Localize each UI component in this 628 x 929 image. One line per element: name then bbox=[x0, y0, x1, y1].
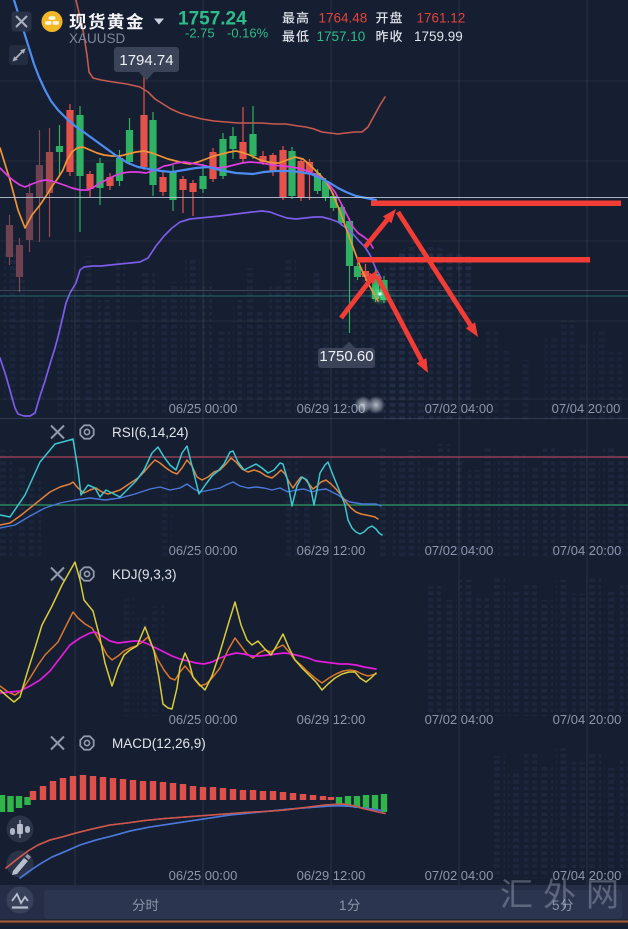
svg-text:1750.60: 1750.60 bbox=[319, 348, 373, 365]
svg-text:XAUUSD: XAUUSD bbox=[69, 31, 126, 46]
svg-text:07/04 20:00: 07/04 20:00 bbox=[553, 712, 622, 727]
svg-text:07/04 20:00: 07/04 20:00 bbox=[553, 868, 622, 883]
svg-text:06/29 12:00: 06/29 12:00 bbox=[297, 543, 366, 558]
svg-text:KDJ(9,3,3): KDJ(9,3,3) bbox=[112, 567, 177, 582]
svg-text:1: 1 bbox=[339, 898, 347, 913]
svg-text:1761.12: 1761.12 bbox=[417, 11, 466, 26]
svg-text:07/02 04:00: 07/02 04:00 bbox=[425, 712, 494, 727]
svg-text:06/25 00:00: 06/25 00:00 bbox=[169, 712, 238, 727]
svg-text:RSI(6,14,24): RSI(6,14,24) bbox=[112, 425, 189, 440]
svg-text:MACD(12,26,9): MACD(12,26,9) bbox=[112, 736, 206, 751]
svg-text:-2.75: -2.75 bbox=[185, 26, 215, 41]
svg-text:06/29 12:00: 06/29 12:00 bbox=[297, 868, 366, 883]
svg-text:06/25 00:00: 06/25 00:00 bbox=[169, 868, 238, 883]
svg-text:1794.74: 1794.74 bbox=[119, 52, 173, 69]
svg-text:07/04 20:00: 07/04 20:00 bbox=[553, 543, 622, 558]
svg-text:06/25 00:00: 06/25 00:00 bbox=[169, 543, 238, 558]
svg-text:06/25 00:00: 06/25 00:00 bbox=[169, 401, 238, 416]
svg-text:1757.10: 1757.10 bbox=[317, 29, 366, 44]
svg-text:5: 5 bbox=[552, 898, 560, 913]
svg-text:06/29 12:00: 06/29 12:00 bbox=[297, 712, 366, 727]
svg-text:07/04 20:00: 07/04 20:00 bbox=[552, 401, 621, 416]
svg-text:1757.24: 1757.24 bbox=[178, 9, 247, 30]
svg-text:1764.48: 1764.48 bbox=[319, 11, 368, 26]
svg-text:06/29 12:00: 06/29 12:00 bbox=[297, 401, 366, 416]
svg-text:07/02 04:00: 07/02 04:00 bbox=[425, 868, 494, 883]
svg-text:1759.99: 1759.99 bbox=[414, 29, 463, 44]
svg-text:-0.16%: -0.16% bbox=[227, 26, 269, 41]
svg-text:07/02 04:00: 07/02 04:00 bbox=[425, 401, 494, 416]
svg-text:07/02 04:00: 07/02 04:00 bbox=[425, 543, 494, 558]
